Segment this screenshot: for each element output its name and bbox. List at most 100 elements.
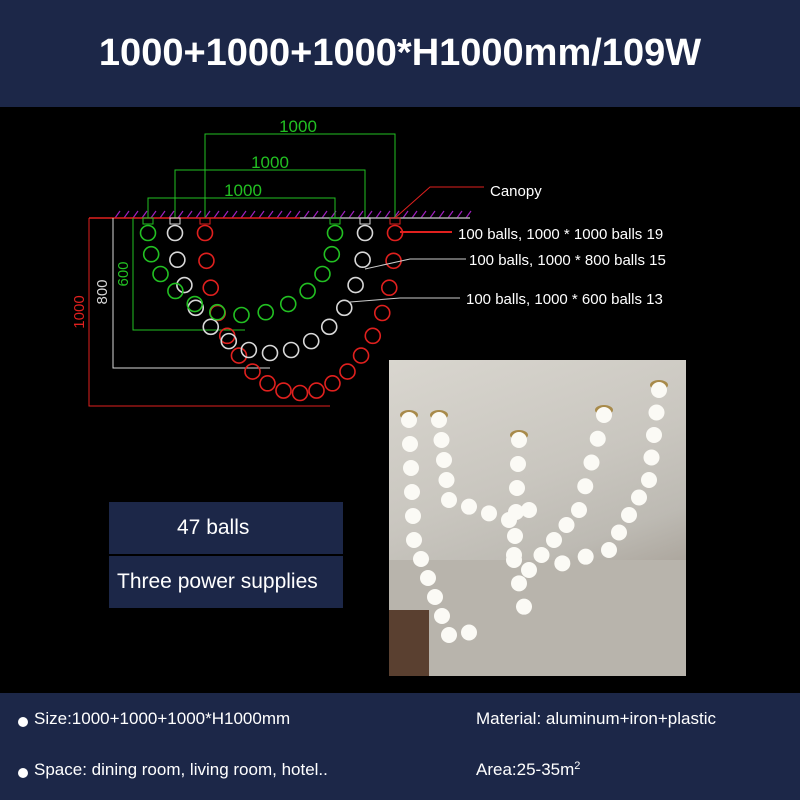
chain-ball bbox=[259, 375, 276, 392]
chain-ball bbox=[142, 245, 160, 263]
hatch-mark bbox=[303, 210, 310, 219]
chain-ball bbox=[244, 363, 261, 380]
hatch-mark bbox=[231, 210, 238, 219]
glass-ball bbox=[516, 598, 532, 615]
width-label-1: 1000 bbox=[279, 117, 317, 136]
hatch-mark bbox=[168, 210, 175, 219]
bullet-icon bbox=[18, 767, 28, 778]
hatch-mark bbox=[240, 210, 247, 219]
callout-white bbox=[364, 258, 466, 270]
canopy-mount bbox=[169, 217, 181, 225]
glass-ball bbox=[438, 472, 455, 488]
specs-panel: Size:1000+1000+1000*H1000mm Space: dinin… bbox=[0, 693, 800, 800]
material-text: Material: aluminum+iron+plastic bbox=[476, 709, 716, 728]
hatch-mark bbox=[195, 210, 202, 219]
chain-label-white: 100 balls, 1000 * 800 balls 15 bbox=[469, 252, 666, 269]
chain-ball bbox=[233, 306, 250, 324]
chain-ball bbox=[202, 318, 220, 336]
chain-ball bbox=[339, 363, 356, 380]
chain-ball bbox=[323, 245, 341, 263]
chain-ball bbox=[167, 282, 184, 300]
hatch-mark bbox=[357, 210, 364, 219]
glass-ball bbox=[405, 508, 421, 524]
glass-ball bbox=[621, 507, 637, 523]
chain-ball bbox=[176, 276, 193, 294]
hatch-mark bbox=[447, 210, 454, 219]
chain-label-green: 100 balls, 1000 * 600 balls 13 bbox=[466, 291, 663, 308]
hatch-mark bbox=[312, 210, 319, 219]
chain-ball bbox=[209, 303, 226, 321]
height-bracket-green bbox=[132, 218, 245, 331]
chain-ball bbox=[198, 252, 215, 270]
chain-ball bbox=[282, 341, 300, 359]
width-bracket-white bbox=[174, 169, 366, 218]
chain-ball bbox=[347, 276, 364, 294]
hatch-mark bbox=[177, 210, 184, 219]
glass-ball bbox=[441, 627, 457, 643]
hatch-mark bbox=[132, 210, 139, 219]
glass-ball bbox=[509, 480, 525, 496]
hatch-mark bbox=[186, 210, 193, 219]
hatch-mark bbox=[321, 210, 328, 219]
hatch-mark bbox=[456, 210, 463, 219]
glass-ball bbox=[441, 492, 457, 508]
hatch-mark bbox=[402, 210, 409, 219]
width-bracket-green bbox=[147, 197, 336, 218]
chandelier-photo-illustration bbox=[389, 380, 686, 676]
height-bracket-red bbox=[88, 218, 330, 407]
glass-ball bbox=[510, 456, 526, 472]
glass-ball bbox=[431, 412, 447, 428]
hatch-mark bbox=[213, 210, 220, 219]
chain-ball bbox=[314, 265, 331, 283]
spec-material: Material: aluminum+iron+plastic bbox=[476, 709, 716, 729]
hatch-mark bbox=[150, 210, 157, 219]
door-frame bbox=[389, 610, 429, 676]
spec-space: Space: dining room, living room, hotel.. bbox=[18, 760, 328, 780]
hatch-mark bbox=[348, 210, 355, 219]
hatch-mark bbox=[294, 210, 301, 219]
glass-ball bbox=[601, 542, 617, 558]
canopy-mount bbox=[389, 217, 401, 225]
chain-ball bbox=[299, 282, 316, 300]
canopy-mount bbox=[359, 217, 371, 225]
glass-ball bbox=[554, 555, 571, 572]
height-label-green: 600 bbox=[115, 261, 132, 286]
chain-ball bbox=[152, 265, 169, 283]
hatch-mark bbox=[258, 210, 265, 219]
glass-ball bbox=[427, 589, 443, 605]
glass-ball bbox=[641, 472, 657, 488]
glass-ball bbox=[506, 547, 522, 563]
chain-ball bbox=[166, 224, 184, 242]
chain-ball bbox=[326, 224, 344, 242]
glass-ball bbox=[533, 547, 550, 563]
hatch-mark bbox=[375, 210, 382, 219]
hatch-mark bbox=[204, 210, 211, 219]
power-supply-text: Three power supplies bbox=[117, 570, 318, 593]
glass-ball bbox=[651, 382, 667, 398]
spec-area: Area:25-35m 2 bbox=[476, 760, 580, 780]
glass-ball bbox=[577, 548, 594, 565]
width-bracket-red bbox=[204, 133, 396, 218]
chain-ball bbox=[364, 327, 382, 345]
product-photo bbox=[389, 360, 686, 676]
glass-ball bbox=[631, 489, 647, 506]
hatch-mark bbox=[141, 210, 148, 219]
chain-ball bbox=[324, 375, 341, 392]
glass-ball bbox=[521, 562, 537, 578]
glass-ball bbox=[481, 505, 497, 522]
chain-ball bbox=[385, 252, 402, 270]
hatch-mark bbox=[384, 210, 391, 219]
canopy-label: Canopy bbox=[490, 183, 542, 200]
glass-ball bbox=[403, 460, 419, 476]
ball-count-box: 47 balls bbox=[109, 502, 343, 554]
chain-ball bbox=[169, 251, 186, 269]
hatch-mark bbox=[222, 210, 229, 219]
hatch-mark bbox=[267, 210, 274, 219]
height-bracket-white bbox=[112, 218, 270, 369]
dimension-diagram: 1000 1000 1000 1000 800 600 Canopy 100 b… bbox=[71, 117, 666, 407]
size-text: Size:1000+1000+1000*H1000mm bbox=[34, 709, 291, 728]
height-label-white: 800 bbox=[94, 279, 111, 304]
chain-ball bbox=[240, 341, 258, 359]
callout-green bbox=[349, 297, 460, 303]
glass-ball bbox=[583, 454, 600, 471]
